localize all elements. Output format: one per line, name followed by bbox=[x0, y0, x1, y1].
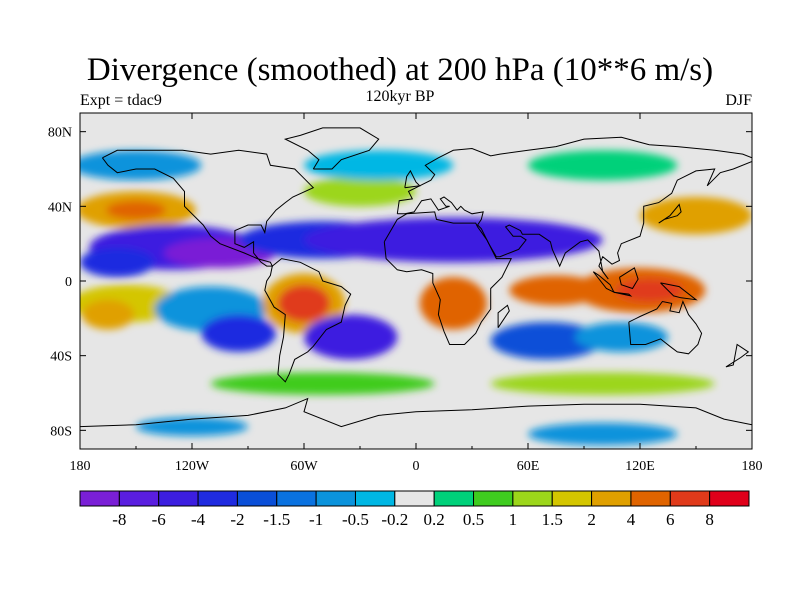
colorbar-swatch bbox=[473, 490, 514, 507]
lon-tick-label: 180 bbox=[742, 459, 763, 474]
colorbar-label: -0.2 bbox=[381, 510, 408, 529]
colorbar-swatch bbox=[118, 490, 160, 507]
coastline bbox=[613, 291, 633, 297]
coastline bbox=[101, 149, 315, 267]
field-blob bbox=[528, 422, 678, 446]
coastline bbox=[404, 169, 421, 189]
coastline bbox=[497, 304, 510, 328]
season-label: DJF bbox=[725, 92, 752, 109]
coastline bbox=[592, 271, 616, 294]
lon-tick-label: 60W bbox=[290, 459, 318, 474]
colorbar-swatch bbox=[394, 490, 435, 507]
experiment-label: Expt = tdac9 bbox=[80, 92, 162, 109]
plot-area bbox=[80, 113, 752, 449]
colorbar-label: -2 bbox=[230, 510, 244, 529]
field-blob bbox=[80, 150, 202, 181]
latitude-axis: 80N 40N 0 40S 80S bbox=[48, 126, 752, 439]
lat-tick-label: 80S bbox=[50, 424, 72, 439]
lon-tick-label: 0 bbox=[413, 459, 420, 474]
coastline bbox=[80, 397, 752, 428]
coastline bbox=[725, 343, 750, 368]
lon-tick-label: 120W bbox=[175, 459, 210, 474]
field-blob bbox=[304, 176, 416, 207]
coastlines bbox=[80, 127, 752, 428]
lat-tick-label: 40S bbox=[50, 350, 72, 365]
colorbar-label: -1.5 bbox=[263, 510, 290, 529]
coastline bbox=[396, 136, 752, 280]
lat-tick-label: 0 bbox=[65, 275, 72, 290]
colorbar-swatch bbox=[354, 490, 396, 507]
field-blob bbox=[419, 277, 487, 330]
colorbar-swatch bbox=[709, 490, 750, 507]
colorbar-label: 0.2 bbox=[424, 510, 445, 529]
field-blob bbox=[490, 322, 603, 360]
field-blob bbox=[81, 299, 135, 330]
field-blob bbox=[528, 150, 678, 181]
colorbar-label: 1.5 bbox=[542, 510, 563, 529]
coastline bbox=[628, 300, 703, 355]
period-label: 120kyr BP bbox=[365, 88, 435, 105]
colorbar-swatch bbox=[236, 490, 278, 507]
colorbar-label: 2 bbox=[587, 510, 596, 529]
coastline bbox=[283, 127, 380, 170]
colorbar-label: -1 bbox=[309, 510, 323, 529]
field-blob bbox=[490, 372, 715, 395]
colorbar-swatch bbox=[315, 490, 356, 507]
colorbar-label: 1 bbox=[509, 510, 518, 529]
field-blob bbox=[304, 217, 603, 263]
colorbar-swatch bbox=[512, 490, 553, 507]
colorbar-swatch bbox=[158, 490, 199, 507]
field-blob bbox=[277, 284, 331, 323]
colorbar-label: -0.5 bbox=[342, 510, 369, 529]
field-blob bbox=[136, 417, 248, 436]
field-blob bbox=[201, 314, 276, 352]
field-blob bbox=[574, 322, 668, 352]
field-blob bbox=[210, 372, 435, 395]
colorbar-label: -6 bbox=[152, 510, 166, 529]
coastline bbox=[383, 211, 513, 345]
coastline bbox=[619, 267, 639, 290]
lon-tick-label: 60E bbox=[517, 459, 540, 474]
coastline bbox=[264, 258, 352, 383]
field-blob bbox=[615, 279, 683, 302]
field-blob bbox=[80, 247, 155, 278]
colorbar-label: 0.5 bbox=[463, 510, 484, 529]
colorbar-swatch bbox=[79, 490, 120, 507]
divergence-field bbox=[80, 150, 752, 446]
colorbar-swatch bbox=[630, 490, 671, 507]
longitude-axis: 180 120W 60W 0 60E 120E 180 bbox=[70, 113, 763, 474]
field-blob bbox=[106, 200, 166, 220]
colorbar-swatch bbox=[591, 490, 632, 507]
coastline bbox=[658, 203, 682, 224]
colorbar-swatch bbox=[276, 490, 317, 507]
coastline bbox=[660, 282, 698, 301]
colorbar-label: -8 bbox=[112, 510, 126, 529]
colorbar-label: 6 bbox=[666, 510, 675, 529]
colorbar-swatch bbox=[551, 490, 593, 507]
lon-tick-label: 120E bbox=[625, 459, 655, 474]
colorbar-label: 4 bbox=[627, 510, 636, 529]
lat-tick-label: 40N bbox=[48, 200, 72, 215]
field-blob bbox=[304, 314, 398, 360]
colorbar-swatch bbox=[669, 490, 711, 507]
map-title: Divergence (smoothed) at 200 hPa (10**6 … bbox=[86, 52, 714, 88]
colorbar-label: -4 bbox=[191, 510, 206, 529]
field-blob bbox=[640, 197, 752, 235]
lat-tick-label: 80N bbox=[48, 126, 72, 141]
colorbar: -8 -6 -4 -2 -1.5 -1 -0.5 -0.2 0.2 0.5 1 1.5 2 4 6 8 bbox=[79, 490, 750, 529]
lon-tick-label: 180 bbox=[70, 459, 91, 474]
colorbar-swatch bbox=[197, 490, 238, 507]
colorbar-swatch bbox=[433, 490, 475, 507]
colorbar-label: 8 bbox=[705, 510, 714, 529]
field-blob bbox=[304, 150, 454, 181]
